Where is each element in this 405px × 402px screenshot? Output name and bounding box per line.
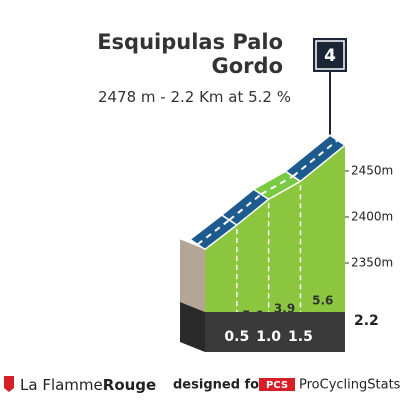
- site-name: ProCyclingStats: [299, 378, 401, 393]
- marker-frame: [315, 40, 345, 70]
- title: Esquipulas Palo Gordo: [97, 30, 283, 78]
- marker-box: [313, 38, 347, 72]
- designed-for: designed for: [173, 378, 266, 393]
- km-label: 2.2: [354, 313, 379, 329]
- segment: [236, 199, 269, 312]
- km-label: 0.5: [224, 329, 249, 345]
- km-band-side: [180, 302, 205, 352]
- segment: [268, 181, 301, 312]
- y-tick-label: 2450m: [351, 164, 393, 178]
- plot: 2350m2400m2450m5.35.63.95.60.51.01.52.2: [180, 134, 393, 352]
- road-dash: [228, 193, 262, 221]
- y-tick-label: 2400m: [351, 210, 393, 224]
- y-tick-label: 2350m: [351, 256, 393, 270]
- km-band: [205, 312, 345, 352]
- marker-label: 4: [324, 46, 336, 66]
- brand: La FlammeRouge: [20, 376, 156, 394]
- brand-icon: [4, 376, 14, 392]
- pcs-text: PCS: [266, 380, 288, 391]
- segment: [300, 145, 345, 312]
- subtitle: 2478 m - 2.2 Km at 5.2 %: [97, 88, 291, 106]
- pcs-logo: [259, 378, 295, 391]
- side-face: [180, 239, 205, 312]
- gradient-label: 5.6: [312, 294, 333, 308]
- road-dash: [196, 219, 230, 246]
- road-dash: [292, 139, 339, 178]
- segment: [205, 225, 237, 312]
- km-label: 1.0: [256, 329, 281, 345]
- km-label: 1.5: [288, 329, 313, 345]
